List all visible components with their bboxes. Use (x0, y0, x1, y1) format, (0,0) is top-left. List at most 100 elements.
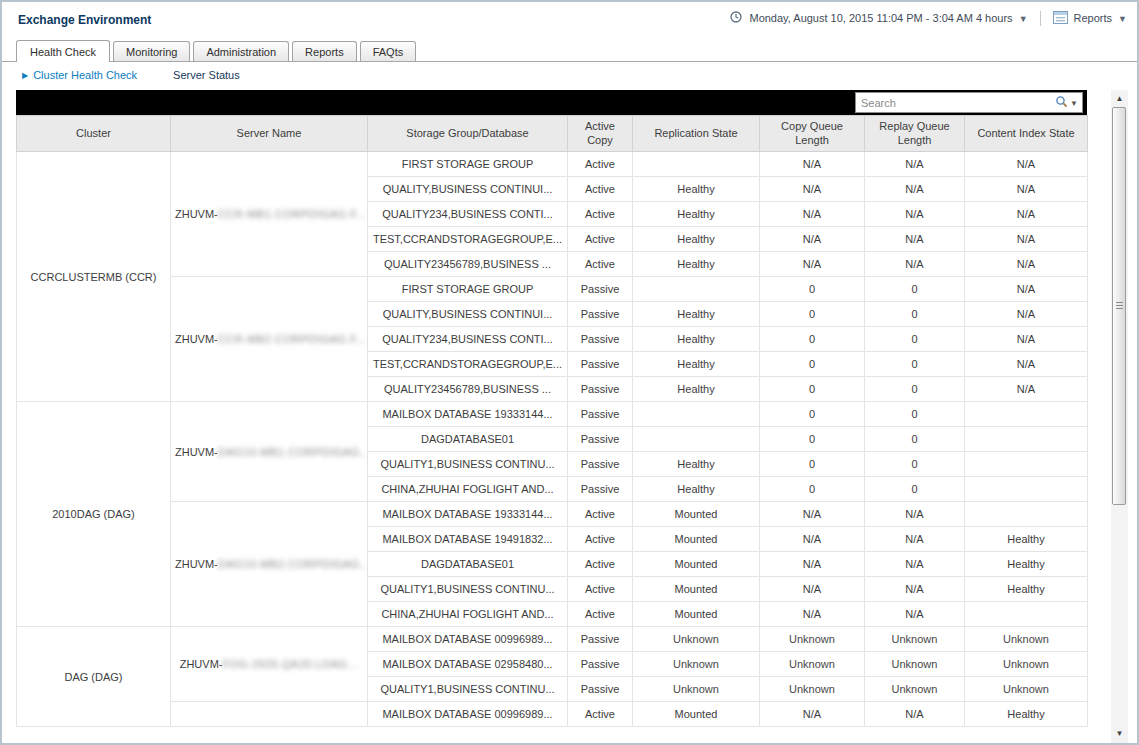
replication-state-cell: Healthy (633, 477, 760, 502)
active-copy-cell: Active (568, 602, 633, 627)
content-index-cell: Unknown (965, 652, 1088, 677)
scroll-up-button[interactable]: ▲ (1111, 90, 1128, 106)
active-copy-cell: Passive (568, 302, 633, 327)
copy-queue-cell: 0 (760, 377, 865, 402)
replication-state-cell: Suspended (633, 427, 760, 452)
server-name-redacted: CCR-MB1.CORPDIGAG.F... (218, 208, 367, 220)
content-index-cell: N/A (965, 252, 1088, 277)
copy-queue-cell: N/A (760, 202, 865, 227)
replication-state-cell: Unknown (633, 652, 760, 677)
page-title: Exchange Environment (18, 13, 151, 27)
content-index-cell: Failed (965, 502, 1088, 527)
storage-group-cell: QUALITY234,BUSINESS CONTI... (368, 327, 568, 352)
copy-queue-cell: N/A (760, 177, 865, 202)
server-name-cell: ZHUVM-DAG10-MB1.CORPDIGAG... (171, 402, 368, 502)
replication-state-cell: Healthy (633, 227, 760, 252)
content-index-cell: Healthy (965, 577, 1088, 602)
replication-state-cell: Healthy (633, 352, 760, 377)
subnav-item-server-status[interactable]: Server Status (173, 69, 240, 81)
active-copy-cell: Active (568, 202, 633, 227)
column-header-cluster[interactable]: Cluster (17, 116, 171, 152)
scrollbar-thumb[interactable] (1112, 107, 1126, 505)
scroll-down-button[interactable]: ▼ (1111, 725, 1128, 741)
content-index-cell: Unknown (965, 627, 1088, 652)
tab-faqts[interactable]: FAQts (360, 41, 417, 61)
tab-administration[interactable]: Administration (193, 41, 289, 61)
copy-queue-cell: N/A (760, 152, 865, 177)
table-row: ZHUVM-CCR-MB2.CORPDIGAG.F...FIRST STORAG… (17, 277, 1088, 302)
column-header-content-index-state[interactable]: Content Index State (965, 116, 1088, 152)
replay-queue-cell: 0 (865, 402, 965, 427)
column-header-replication-state[interactable]: Replication State (633, 116, 760, 152)
time-range-selector[interactable]: Monday, August 10, 2015 11:04 PM - 3:04 … (749, 12, 1012, 24)
replay-queue-cell: N/A (865, 602, 965, 627)
subnav-item-cluster-health-check[interactable]: Cluster Health Check (33, 69, 137, 81)
active-copy-cell: Active (568, 177, 633, 202)
column-header-server-name[interactable]: Server Name (171, 116, 368, 152)
vertical-scrollbar[interactable]: ▲ ▼ (1111, 90, 1128, 743)
content-index-cell: N/A (965, 202, 1088, 227)
copy-queue-cell: N/A (760, 702, 865, 727)
storage-group-cell: QUALITY23456789,BUSINESS ... (368, 377, 568, 402)
active-copy-cell: Active (568, 527, 633, 552)
column-header-active-copy[interactable]: Active Copy (568, 116, 633, 152)
replay-queue-cell: 0 (865, 477, 965, 502)
copy-queue-cell: Unknown (760, 677, 865, 702)
scrollbar-grip-icon (1116, 302, 1123, 311)
active-copy-cell: Passive (568, 402, 633, 427)
copy-queue-cell: 0 (760, 477, 865, 502)
replication-state-cell: Healthy (633, 177, 760, 202)
replay-queue-cell: 0 (865, 352, 965, 377)
server-name-cell: ZHUVM-FOG-2926.QA20.LDAG... (171, 627, 368, 702)
table-toolbar: ▼ (16, 90, 1087, 115)
tab-health-check[interactable]: Health Check (16, 40, 110, 62)
active-copy-cell: Active (568, 552, 633, 577)
storage-group-cell: DAGDATABASE01 (368, 427, 568, 452)
replay-queue-cell: 0 (865, 427, 965, 452)
column-header-copy-queue-length[interactable]: Copy Queue Length (760, 116, 865, 152)
replication-state-cell: Healthy (633, 202, 760, 227)
reports-menu[interactable]: Reports (1074, 12, 1113, 24)
tab-reports[interactable]: Reports (292, 41, 357, 61)
active-copy-cell: Active (568, 577, 633, 602)
search-input[interactable] (856, 94, 1053, 111)
content-index-cell: Failed (965, 602, 1088, 627)
copy-queue-cell: 0 (760, 302, 865, 327)
server-name-redacted: DAG10-MB2.CORPDIGAG... (218, 558, 368, 570)
replication-state-cell: Healthy (633, 377, 760, 402)
titlebar-divider (1040, 11, 1041, 26)
storage-group-cell: QUALITY1,BUSINESS CONTINU... (368, 677, 568, 702)
storage-group-cell: QUALITY234,BUSINESS CONTI... (368, 202, 568, 227)
app-window: Exchange Environment Monday, August 10, … (0, 0, 1139, 745)
active-copy-cell: Passive (568, 627, 633, 652)
storage-group-cell: MAILBOX DATABASE 00996989... (368, 627, 568, 652)
tab-monitoring[interactable]: Monitoring (113, 41, 190, 61)
time-range-clock-icon (729, 10, 743, 26)
storage-group-cell: QUALITY1,BUSINESS CONTINU... (368, 577, 568, 602)
search-icon[interactable] (1055, 94, 1068, 112)
server-name-cell: ZHUVM-CCR-MB1.CORPDIGAG.F... (171, 152, 368, 277)
active-copy-cell: Active (568, 152, 633, 177)
copy-queue-cell: N/A (760, 602, 865, 627)
reports-caret-icon[interactable]: ▼ (1118, 13, 1127, 24)
server-name-prefix: ZHUVM- (175, 333, 218, 345)
content-index-cell: Failed (965, 427, 1088, 452)
column-header-storage-group-database[interactable]: Storage Group/Database (368, 116, 568, 152)
replay-queue-cell: Unknown (865, 627, 965, 652)
column-header-replay-queue-length[interactable]: Replay Queue Length (865, 116, 965, 152)
search-options-caret-icon[interactable]: ▼ (1070, 98, 1078, 108)
server-name-redacted: CCR-MB2.CORPDIGAG.F... (218, 333, 367, 345)
active-copy-cell: Passive (568, 452, 633, 477)
reports-icon (1053, 11, 1068, 26)
replay-queue-cell: N/A (865, 202, 965, 227)
table-row: 2010DAG (DAG)ZHUVM-DAG10-MB1.CORPDIGAG..… (17, 402, 1088, 427)
replay-queue-cell: N/A (865, 227, 965, 252)
storage-group-cell: MAILBOX DATABASE 19333144... (368, 402, 568, 427)
time-range-caret-icon[interactable]: ▼ (1019, 13, 1028, 24)
active-copy-cell: Active (568, 227, 633, 252)
server-name-cell: ZHUVM-DAG10-MB2.CORPDIGAG... (171, 502, 368, 627)
table-row: DAG (DAG)ZHUVM-FOG-2926.QA20.LDAG...MAIL… (17, 627, 1088, 652)
storage-group-cell: QUALITY23456789,BUSINESS ... (368, 252, 568, 277)
content-index-cell: N/A (965, 352, 1088, 377)
replay-queue-cell: N/A (865, 527, 965, 552)
